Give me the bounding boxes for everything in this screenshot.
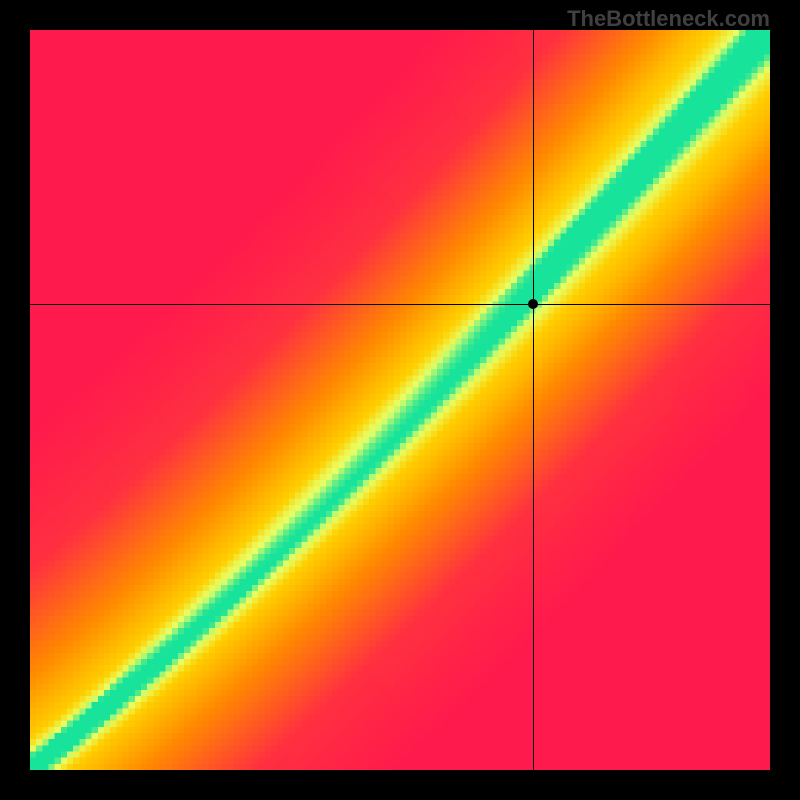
crosshair-horizontal: [30, 304, 770, 305]
chart-container: TheBottleneck.com: [0, 0, 800, 800]
crosshair-vertical: [533, 30, 534, 770]
heatmap-canvas: [30, 30, 770, 770]
plot-area: [30, 30, 770, 770]
crosshair-marker: [528, 299, 538, 309]
watermark-text: TheBottleneck.com: [567, 6, 770, 32]
